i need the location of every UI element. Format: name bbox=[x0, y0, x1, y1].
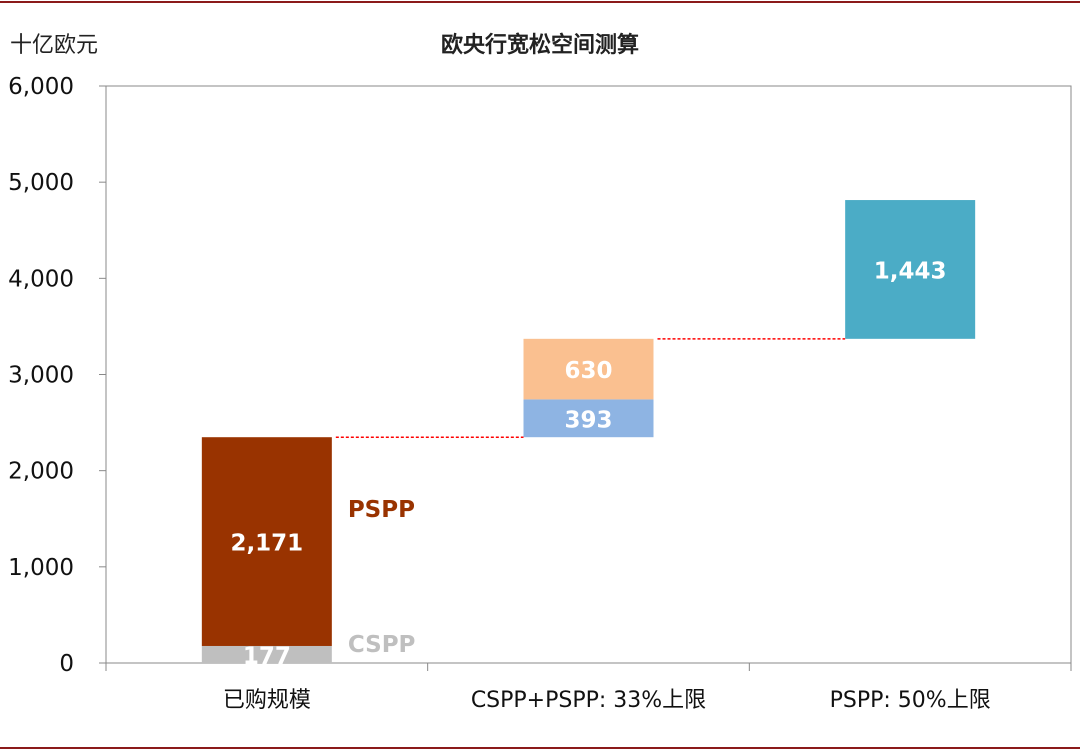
bar-segment bbox=[845, 200, 976, 339]
bar-segment bbox=[523, 399, 654, 438]
bar-data-label: 393 bbox=[564, 407, 612, 433]
bar-data-label: 177 bbox=[243, 643, 291, 669]
y-tick-label: 1,000 bbox=[8, 555, 74, 581]
unit-label: 十亿欧元 bbox=[10, 33, 99, 58]
x-category-label: CSPP+PSPP: 33%上限 bbox=[471, 688, 706, 713]
y-tick-label: 6,000 bbox=[8, 74, 74, 100]
top-rule bbox=[0, 1, 1080, 3]
bar-segment bbox=[201, 437, 332, 646]
x-category-label: 已购规模 bbox=[223, 688, 311, 713]
series-label: PSPP bbox=[348, 497, 415, 523]
y-tick-label: 2,000 bbox=[8, 459, 74, 485]
bar-segment bbox=[523, 338, 654, 400]
chart-title: 欧央行宽松空间测算 bbox=[440, 33, 639, 58]
bar-segment bbox=[201, 645, 332, 663]
bar-data-label: 630 bbox=[564, 358, 612, 384]
bottom-rule bbox=[0, 747, 1080, 749]
series-label: CSPP bbox=[348, 632, 416, 658]
y-tick-label: 3,000 bbox=[8, 363, 74, 389]
x-category-label: PSPP: 50%上限 bbox=[830, 688, 991, 713]
y-tick-label: 4,000 bbox=[8, 266, 74, 292]
y-tick-label: 0 bbox=[59, 651, 74, 677]
bar-data-label: 1,443 bbox=[874, 258, 947, 284]
y-tick-label: 5,000 bbox=[8, 170, 74, 196]
bar-data-label: 2,171 bbox=[230, 531, 303, 557]
